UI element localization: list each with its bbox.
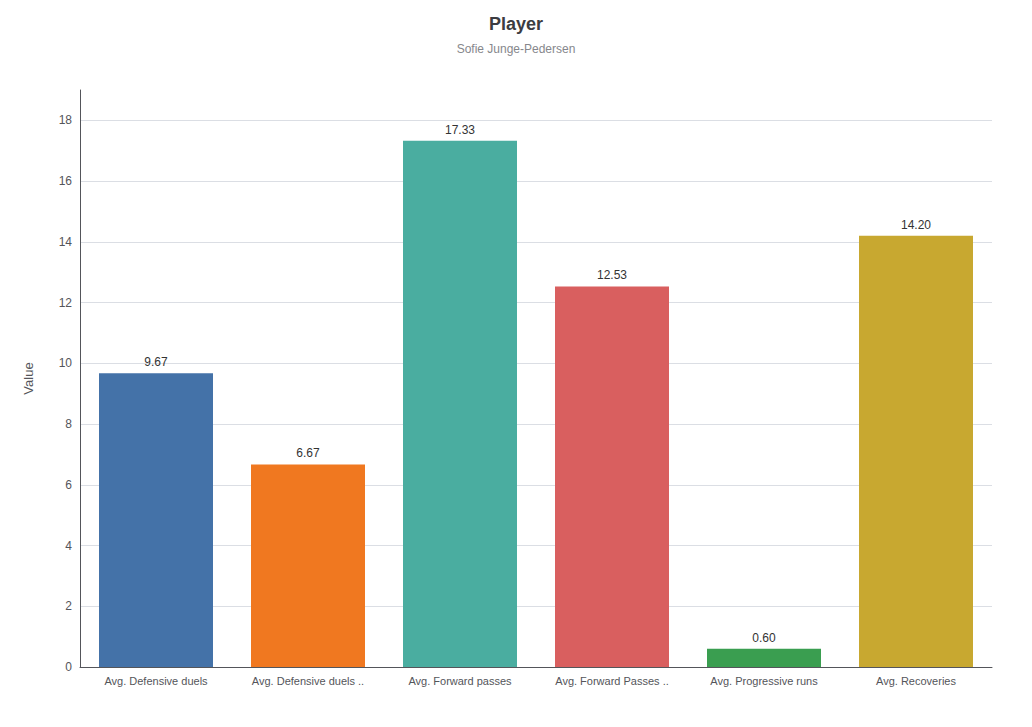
svg-text:18: 18 xyxy=(59,113,73,127)
svg-text:10: 10 xyxy=(59,356,73,370)
svg-text:0.60: 0.60 xyxy=(752,631,776,645)
svg-text:16: 16 xyxy=(59,174,73,188)
svg-text:Player: Player xyxy=(489,14,543,34)
svg-text:Avg. Defensive duels: Avg. Defensive duels xyxy=(104,675,208,687)
svg-text:4: 4 xyxy=(65,539,72,553)
svg-text:17.33: 17.33 xyxy=(445,123,475,137)
svg-text:14: 14 xyxy=(59,235,73,249)
svg-text:Avg. Forward passes: Avg. Forward passes xyxy=(408,675,512,687)
svg-text:8: 8 xyxy=(65,417,72,431)
svg-text:Avg. Progressive runs: Avg. Progressive runs xyxy=(710,675,818,687)
svg-text:12: 12 xyxy=(59,296,73,310)
svg-text:Avg. Defensive duels ..: Avg. Defensive duels .. xyxy=(252,675,364,687)
svg-text:Value: Value xyxy=(21,362,36,394)
svg-text:Avg. Forward Passes ..: Avg. Forward Passes .. xyxy=(555,675,669,687)
svg-text:6: 6 xyxy=(65,478,72,492)
svg-text:12.53: 12.53 xyxy=(597,268,627,282)
svg-text:14.20: 14.20 xyxy=(901,218,931,232)
svg-text:0: 0 xyxy=(65,660,72,674)
svg-text:2: 2 xyxy=(65,599,72,613)
svg-text:9.67: 9.67 xyxy=(144,355,168,369)
svg-text:Avg. Recoveries: Avg. Recoveries xyxy=(876,675,956,687)
svg-text:6.67: 6.67 xyxy=(296,446,320,460)
svg-text:Sofie Junge-Pedersen: Sofie Junge-Pedersen xyxy=(457,42,576,56)
